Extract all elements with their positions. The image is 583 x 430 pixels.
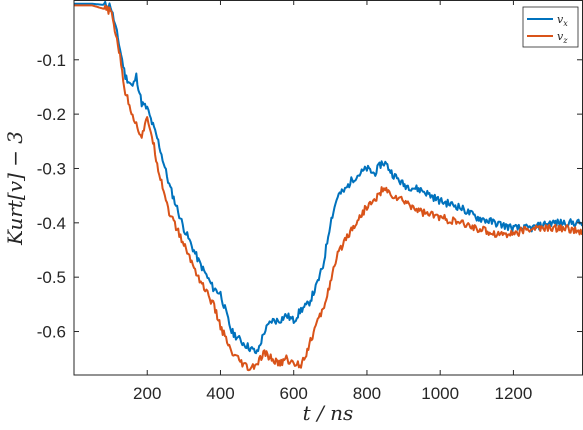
x-tick-label: 200 xyxy=(133,384,161,403)
x-tick-label: 600 xyxy=(280,384,308,403)
y-tick-label: -0.6 xyxy=(37,323,66,342)
plot-area-background xyxy=(74,0,583,375)
axis-layer: 200 400 600 800 1000 1200 -0.1 -0.2 -0.3 -0.4 -0.5… xyxy=(37,0,583,403)
y-axis-label: Kurt[v] − 3 xyxy=(3,131,27,246)
x-tick-label: 1000 xyxy=(421,384,459,403)
legend: vx vz xyxy=(522,6,579,48)
y-tick-label: -0.5 xyxy=(37,268,66,287)
y-tick-label: -0.3 xyxy=(37,159,66,178)
legend-label-z: vz xyxy=(557,30,568,45)
x-axis-label: t / ns xyxy=(303,401,354,425)
y-tick-label: -0.4 xyxy=(37,214,66,233)
y-tick-label: -0.1 xyxy=(37,51,66,70)
series-line-z xyxy=(74,4,583,372)
x-tick-label: 800 xyxy=(353,384,381,403)
series-line-x xyxy=(74,0,583,355)
series-layer xyxy=(74,0,583,372)
legend-box xyxy=(522,6,579,48)
y-tick-label: -0.2 xyxy=(37,105,66,124)
x-tick-label: 1200 xyxy=(495,384,533,403)
x-tick-label: 400 xyxy=(206,384,234,403)
legend-label-x: vx xyxy=(557,13,568,28)
